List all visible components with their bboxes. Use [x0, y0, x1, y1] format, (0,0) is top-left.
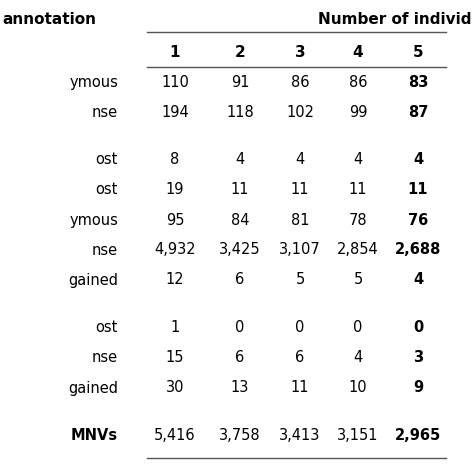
Text: 118: 118 [226, 104, 254, 119]
Text: nse: nse [92, 104, 118, 119]
Text: 2: 2 [235, 45, 246, 60]
Text: 11: 11 [291, 381, 309, 395]
Text: 86: 86 [349, 74, 367, 90]
Text: 11: 11 [291, 182, 309, 198]
Text: 6: 6 [236, 273, 245, 288]
Text: 76: 76 [408, 212, 428, 228]
Text: 0: 0 [413, 320, 423, 336]
Text: 4: 4 [413, 273, 423, 288]
Text: MNVs: MNVs [71, 428, 118, 444]
Text: 86: 86 [291, 74, 309, 90]
Text: 0: 0 [295, 320, 305, 336]
Text: ost: ost [96, 153, 118, 167]
Text: 3,413: 3,413 [279, 428, 321, 444]
Text: 5,416: 5,416 [154, 428, 196, 444]
Text: 6: 6 [236, 350, 245, 365]
Text: ost: ost [96, 320, 118, 336]
Text: 91: 91 [231, 74, 249, 90]
Text: 1: 1 [170, 320, 180, 336]
Text: 4: 4 [354, 350, 363, 365]
Text: 11: 11 [408, 182, 428, 198]
Text: 4: 4 [295, 153, 305, 167]
Text: 0: 0 [353, 320, 363, 336]
Text: 4: 4 [413, 153, 423, 167]
Text: 3,758: 3,758 [219, 428, 261, 444]
Text: 194: 194 [161, 104, 189, 119]
Text: 4: 4 [354, 153, 363, 167]
Text: nse: nse [92, 350, 118, 365]
Text: 30: 30 [166, 381, 184, 395]
Text: 5: 5 [295, 273, 305, 288]
Text: 10: 10 [349, 381, 367, 395]
Text: 110: 110 [161, 74, 189, 90]
Text: 81: 81 [291, 212, 309, 228]
Text: 102: 102 [286, 104, 314, 119]
Text: ymous: ymous [69, 74, 118, 90]
Text: 11: 11 [231, 182, 249, 198]
Text: 1: 1 [170, 45, 180, 60]
Text: 3: 3 [295, 45, 305, 60]
Text: 6: 6 [295, 350, 305, 365]
Text: ost: ost [96, 182, 118, 198]
Text: 19: 19 [166, 182, 184, 198]
Text: gained: gained [68, 381, 118, 395]
Text: 4: 4 [236, 153, 245, 167]
Text: 3: 3 [413, 350, 423, 365]
Text: Number of individ: Number of individ [319, 12, 472, 27]
Text: 83: 83 [408, 74, 428, 90]
Text: nse: nse [92, 243, 118, 257]
Text: 12: 12 [166, 273, 184, 288]
Text: 4: 4 [353, 45, 363, 60]
Text: 8: 8 [170, 153, 180, 167]
Text: 4,932: 4,932 [154, 243, 196, 257]
Text: 95: 95 [166, 212, 184, 228]
Text: 15: 15 [166, 350, 184, 365]
Text: annotation: annotation [2, 12, 96, 27]
Text: 2,688: 2,688 [395, 243, 441, 257]
Text: 2,854: 2,854 [337, 243, 379, 257]
Text: 3,151: 3,151 [337, 428, 379, 444]
Text: 13: 13 [231, 381, 249, 395]
Text: 2,965: 2,965 [395, 428, 441, 444]
Text: 0: 0 [235, 320, 245, 336]
Text: 5: 5 [354, 273, 363, 288]
Text: 5: 5 [413, 45, 423, 60]
Text: 11: 11 [349, 182, 367, 198]
Text: gained: gained [68, 273, 118, 288]
Text: 9: 9 [413, 381, 423, 395]
Text: 3,425: 3,425 [219, 243, 261, 257]
Text: 3,107: 3,107 [279, 243, 321, 257]
Text: ymous: ymous [69, 212, 118, 228]
Text: 99: 99 [349, 104, 367, 119]
Text: 78: 78 [349, 212, 367, 228]
Text: 87: 87 [408, 104, 428, 119]
Text: 84: 84 [231, 212, 249, 228]
